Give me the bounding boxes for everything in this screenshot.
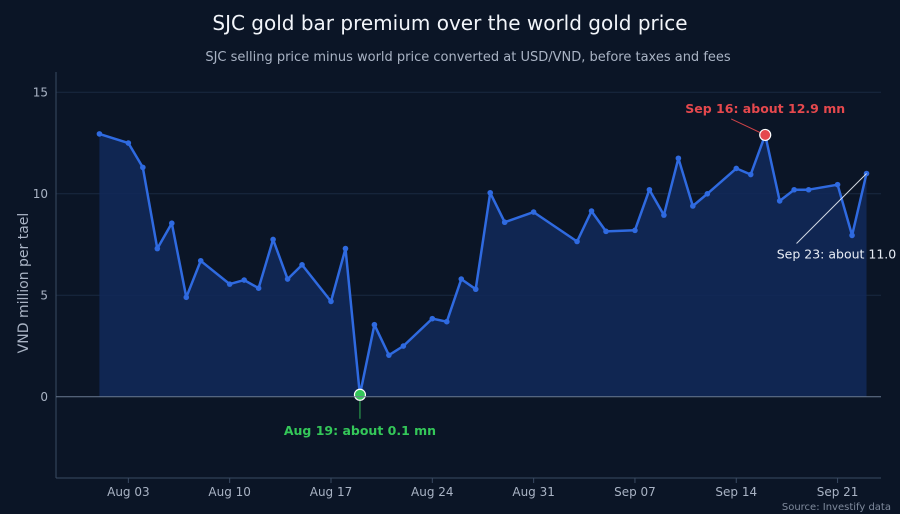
data-point-2025-09-18	[791, 186, 797, 193]
x-tick-label-7: Sep 21	[817, 485, 859, 499]
x-tick-label-5: Sep 07	[614, 485, 656, 499]
data-point-2025-08-11	[241, 277, 247, 283]
y-tick-label-3: 15	[33, 85, 48, 99]
x-tick-label-3: Aug 24	[411, 485, 454, 499]
data-point-2025-08-26	[458, 276, 465, 282]
annotation-label-last: Sep 23: about 11.0 mn	[777, 247, 900, 262]
data-point-2025-08-27	[472, 286, 479, 293]
data-point-2025-09-12	[704, 191, 711, 197]
data-point-2025-09-21	[834, 181, 841, 188]
chart-title: SJC gold bar premium over the world gold…	[212, 11, 687, 35]
data-point-2025-09-08	[646, 186, 653, 193]
data-point-2025-08-22	[400, 343, 407, 349]
data-point-2025-08-07	[183, 294, 190, 301]
data-point-2025-09-15	[747, 171, 754, 178]
data-point-2025-08-20	[371, 321, 378, 328]
annotation-marker-max	[759, 128, 772, 142]
data-point-2025-08-04	[140, 164, 146, 171]
data-point-2025-08-10	[226, 281, 233, 287]
data-point-2025-08-28	[487, 189, 494, 196]
annotation-leader-max	[730, 118, 766, 136]
data-point-2025-08-31	[530, 209, 537, 215]
data-point-2025-08-08	[197, 257, 204, 264]
data-point-2025-08-12	[255, 285, 262, 291]
data-point-2025-08-03	[125, 140, 132, 146]
data-point-2025-08-24	[429, 315, 436, 322]
x-tick-label-2: Aug 17	[310, 485, 353, 499]
y-tick-label-2: 10	[33, 187, 48, 201]
x-tick-label-4: Aug 31	[512, 485, 555, 499]
data-point-2025-09-04	[588, 208, 595, 214]
data-point-2025-08-14	[284, 276, 291, 282]
data-point-2025-09-22	[849, 232, 855, 239]
data-point-2025-09-11	[690, 203, 696, 209]
annotations-layer: Sep 16: about 12.9 mn Aug 19: about 0.1 m…	[284, 101, 900, 438]
data-point-2025-08-17	[328, 298, 334, 305]
data-point-2025-09-09	[661, 212, 667, 218]
data-point-2025-09-19	[805, 186, 812, 193]
axes-layer: 0 5 10 15 Aug 03 Aug 10 Aug 17 Aug 24 Aug 31 Sep …	[33, 72, 881, 499]
y-axis-label: VND million per tael	[16, 213, 32, 354]
data-point-2025-09-07	[632, 227, 638, 234]
data-point-2025-09-03	[574, 238, 580, 245]
data-point-2025-09-10	[675, 155, 682, 162]
data-point-2025-08-25	[443, 318, 450, 325]
annotation-marker-min	[353, 388, 367, 401]
chart-subtitle: SJC selling price minus world price conv…	[205, 50, 731, 65]
y-tick-label-1: 5	[40, 288, 48, 302]
data-point-2025-08-15	[299, 262, 305, 268]
series-points-layer	[96, 131, 870, 398]
source-note: Source: Investify data	[782, 502, 891, 513]
x-tick-label-1: Aug 10	[208, 485, 251, 499]
y-tick-label-0: 0	[40, 390, 48, 404]
data-point-2025-09-14	[733, 165, 740, 172]
annotation-leader-last	[796, 173, 867, 244]
data-point-2025-08-05	[154, 245, 161, 252]
data-point-2025-08-18	[342, 245, 349, 252]
data-point-2025-08-01	[96, 131, 103, 137]
data-point-2025-08-06	[168, 220, 175, 227]
data-point-2025-08-21	[386, 352, 392, 358]
data-point-2025-09-17	[776, 198, 783, 204]
data-point-2025-08-13	[270, 236, 276, 243]
annotation-label-max: Sep 16: about 12.9 mn	[685, 101, 845, 116]
series-area-0	[99, 133, 867, 397]
data-point-2025-08-29	[501, 219, 508, 226]
x-tick-label-6: Sep 14	[715, 485, 757, 499]
x-tick-label-0: Aug 03	[107, 485, 150, 499]
annotation-label-min: Aug 19: about 0.1 mn	[284, 423, 436, 438]
data-point-2025-09-05	[603, 228, 609, 235]
area-fill-layer	[99, 133, 867, 397]
